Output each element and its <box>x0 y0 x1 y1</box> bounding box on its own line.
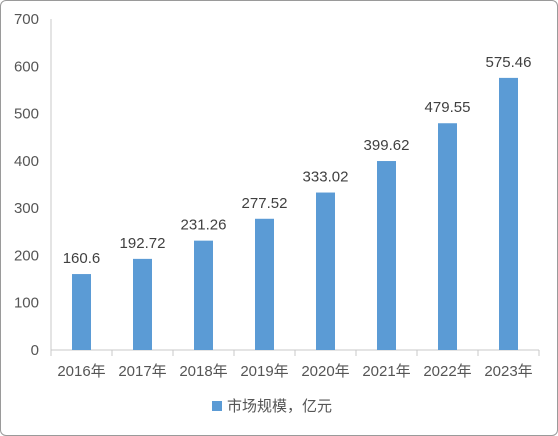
x-ticks: 2016年 2017年 2018年 2019年 2020年 2021年 2022年 2023年 <box>50 350 540 380</box>
y-tick-label: 700 <box>14 11 39 28</box>
data-label: 231.26 <box>181 217 227 234</box>
x-tick-label: 2018年 <box>179 363 227 380</box>
x-tick-label: 2017年 <box>118 363 166 380</box>
bar <box>377 161 396 350</box>
bar <box>133 258 152 350</box>
y-tick-label: 100 <box>14 295 39 312</box>
y-tick-label: 500 <box>14 106 39 123</box>
bar <box>438 123 457 350</box>
data-label: 333.02 <box>303 169 349 186</box>
data-label: 277.52 <box>242 195 288 212</box>
data-label: 479.55 <box>425 99 471 116</box>
data-labels: 160.6 192.72 231.26 277.52 333.02 399.62 479.5… <box>63 54 532 267</box>
data-label: 575.46 <box>486 54 532 71</box>
legend-label: 市场规模，亿元 <box>227 398 332 415</box>
bars <box>72 77 518 351</box>
x-tick-label: 2019年 <box>240 363 288 380</box>
bar <box>255 218 274 350</box>
x-tick-label: 2020年 <box>301 363 349 380</box>
data-label: 160.6 <box>63 250 101 267</box>
y-ticks: 0 100 200 300 400 500 600 700 <box>14 11 39 359</box>
x-tick-label: 2022年 <box>423 363 471 380</box>
y-tick-label: 300 <box>14 200 39 217</box>
legend-swatch <box>212 401 222 411</box>
bar <box>316 192 335 350</box>
bar <box>499 77 518 351</box>
x-tick-label: 2023年 <box>484 363 532 380</box>
data-label: 399.62 <box>364 137 410 154</box>
x-tick-label: 2021年 <box>362 363 410 380</box>
data-label: 192.72 <box>120 235 166 252</box>
x-tick-label: 2016年 <box>57 363 105 380</box>
y-tick-label: 200 <box>14 247 39 264</box>
y-tick-label: 600 <box>14 58 39 75</box>
bar <box>72 274 91 350</box>
bar <box>194 240 213 350</box>
y-tick-label: 0 <box>31 342 39 359</box>
legend: 市场规模，亿元 <box>212 398 332 415</box>
y-tick-label: 400 <box>14 153 39 170</box>
